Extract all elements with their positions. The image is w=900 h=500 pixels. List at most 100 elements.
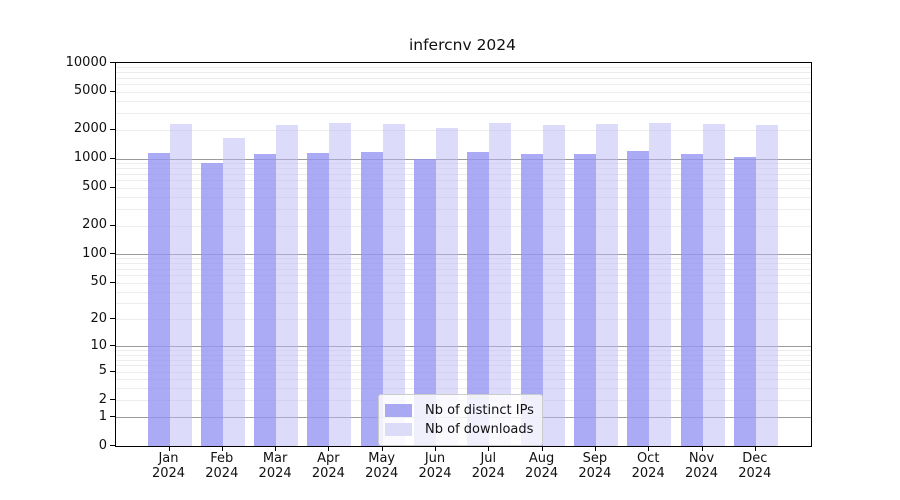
y-axis-tick-label: 0 (98, 437, 107, 453)
y-axis-tick-label: 10 (90, 337, 107, 353)
x-axis-tick-label: Jul 2024 (471, 451, 505, 481)
x-axis-tick-label: Feb 2024 (205, 451, 239, 481)
plot-area (115, 62, 812, 447)
chart-title: infercnv 2024 (408, 36, 517, 54)
y-axis-tick-mark (110, 157, 115, 159)
minor-gridline (116, 173, 811, 175)
major-gridline (116, 254, 811, 256)
y-axis-tick-mark (110, 345, 115, 347)
minor-gridline (116, 379, 811, 381)
minor-gridline (116, 388, 811, 390)
x-axis-tick-mark (381, 446, 383, 451)
minor-gridline (116, 225, 811, 227)
minor-gridline (116, 275, 811, 277)
minor-gridline (116, 101, 811, 103)
minor-gridline (116, 365, 811, 367)
x-axis-tick-mark (435, 446, 436, 451)
y-axis-tick-label: 50 (90, 274, 107, 289)
y-axis-tick-mark (110, 128, 115, 130)
minor-gridline (116, 67, 811, 69)
x-axis-tick-mark (754, 446, 756, 451)
minor-gridline (116, 163, 811, 165)
bar-downloads-oct (649, 122, 672, 446)
minor-gridline (116, 268, 811, 270)
x-axis-tick-label: Sep 2024 (578, 451, 612, 481)
y-axis-tick-label: 5000 (73, 83, 107, 99)
bar-distinct-ips-aug (520, 153, 543, 446)
x-axis-tick-label: Apr 2024 (311, 451, 345, 481)
minor-gridline (116, 359, 811, 361)
x-axis-tick-label: Jan 2024 (151, 451, 186, 481)
bar-downloads-jul (489, 123, 512, 446)
y-axis-tick-mark (110, 399, 115, 401)
minor-gridline (116, 168, 811, 169)
legend: Nb of distinct IPs Nb of downloads (378, 394, 543, 446)
minor-gridline (116, 113, 811, 115)
bar-downloads-apr (329, 123, 352, 446)
x-axis-tick-mark (275, 446, 277, 451)
bar-downloads-may (382, 123, 405, 446)
legend-entry-downloads: Nb of downloads (385, 420, 534, 439)
x-axis-tick-label: Dec 2024 (738, 451, 772, 481)
bar-downloads-jan (169, 123, 192, 446)
legend-swatch-downloads (385, 423, 412, 436)
x-axis-tick-mark (648, 446, 650, 451)
minor-gridline (116, 263, 811, 265)
minor-gridline (116, 371, 811, 373)
bar-downloads-jun (436, 127, 458, 446)
bar-distinct-ips-jul (467, 151, 490, 446)
x-axis-tick-label: Oct 2024 (631, 451, 665, 481)
x-axis-tick-mark (328, 446, 330, 451)
minor-gridline (116, 84, 811, 86)
major-gridline (116, 158, 811, 160)
y-axis-tick-mark (110, 281, 115, 283)
bar-distinct-ips-feb (200, 163, 223, 446)
bar-distinct-ips-mar (254, 154, 277, 446)
y-axis-tick-mark (110, 416, 115, 418)
minor-gridline (116, 91, 811, 93)
minor-gridline (116, 291, 811, 293)
x-axis-tick-label: Jun 2024 (418, 451, 452, 481)
bar-distinct-ips-apr (307, 153, 330, 446)
minor-gridline (116, 72, 811, 74)
x-axis-tick-mark (594, 446, 596, 451)
x-axis-tick-label: Aug 2024 (525, 451, 559, 481)
x-axis-tick-mark (221, 446, 223, 451)
minor-gridline (116, 319, 811, 321)
legend-label-downloads: Nb of downloads (425, 422, 534, 437)
y-axis-tick-mark (110, 318, 115, 320)
x-axis-tick-mark (488, 446, 490, 451)
bar-distinct-ips-sep (573, 153, 596, 446)
y-axis-tick-label: 500 (82, 179, 107, 194)
bar-downloads-nov (702, 123, 725, 446)
x-axis-tick-mark (168, 446, 170, 451)
minor-gridline (116, 354, 811, 356)
y-axis-tick-mark (110, 370, 115, 372)
x-axis-tick-label: Nov 2024 (684, 451, 719, 481)
x-axis-tick-mark (701, 446, 703, 451)
minor-gridline (116, 350, 811, 352)
y-axis-tick-mark (110, 90, 115, 92)
minor-gridline (116, 77, 811, 79)
bar-downloads-sep (595, 124, 618, 446)
bar-downloads-mar (276, 124, 299, 446)
bar-distinct-ips-jun (414, 158, 436, 446)
y-axis-tick-label: 1000 (73, 150, 107, 166)
bar-distinct-ips-nov (680, 154, 703, 446)
y-axis-tick-mark (110, 445, 115, 446)
y-axis-tick-label: 200 (82, 217, 107, 232)
legend-label-distinct-ips: Nb of distinct IPs (425, 403, 534, 418)
minor-gridline (116, 303, 811, 305)
major-gridline (116, 346, 811, 348)
y-axis-tick-label: 100 (82, 245, 107, 261)
x-axis-tick-mark (541, 446, 543, 451)
bar-distinct-ips-dec (733, 156, 756, 446)
bar-downloads-feb (222, 137, 245, 446)
y-axis-tick-mark (110, 62, 115, 63)
y-axis-tick-label: 10000 (65, 54, 107, 70)
minor-gridline (116, 196, 811, 198)
y-axis-tick-label: 20 (90, 310, 107, 326)
x-axis-tick-label: May 2024 (365, 451, 399, 481)
legend-entry-distinct-ips: Nb of distinct IPs (385, 401, 534, 420)
bar-distinct-ips-oct (627, 150, 650, 446)
